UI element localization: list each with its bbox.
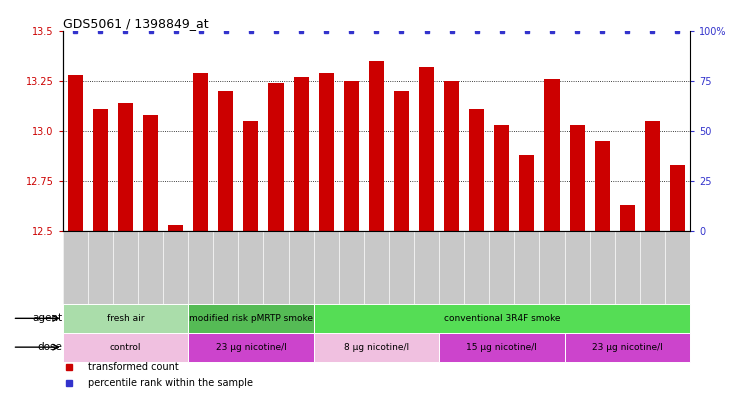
Bar: [570, 125, 584, 231]
Text: GDS5061 / 1398849_at: GDS5061 / 1398849_at: [63, 17, 208, 30]
Bar: [188, 304, 314, 333]
Bar: [269, 83, 283, 231]
Text: 15 μg nicotine/l: 15 μg nicotine/l: [466, 343, 537, 352]
Bar: [294, 77, 308, 231]
Bar: [314, 333, 439, 362]
Text: conventional 3R4F smoke: conventional 3R4F smoke: [444, 314, 560, 323]
Text: agent: agent: [32, 313, 63, 323]
Bar: [314, 304, 690, 333]
Text: 8 μg nicotine/l: 8 μg nicotine/l: [344, 343, 409, 352]
Text: 23 μg nicotine/l: 23 μg nicotine/l: [592, 343, 663, 352]
Bar: [565, 333, 690, 362]
Bar: [545, 79, 559, 231]
Bar: [494, 125, 509, 231]
Bar: [143, 115, 158, 231]
Bar: [244, 121, 258, 231]
Bar: [319, 73, 334, 231]
Text: control: control: [110, 343, 141, 352]
Bar: [439, 333, 565, 362]
Bar: [344, 81, 359, 231]
Bar: [168, 224, 183, 231]
Bar: [419, 67, 434, 231]
Bar: [63, 333, 188, 362]
Bar: [68, 75, 83, 231]
Text: percentile rank within the sample: percentile rank within the sample: [88, 378, 253, 388]
Bar: [193, 73, 208, 231]
Bar: [620, 205, 635, 231]
Bar: [394, 91, 409, 231]
Bar: [520, 155, 534, 231]
Bar: [670, 165, 685, 231]
Bar: [218, 91, 233, 231]
Bar: [645, 121, 660, 231]
Bar: [63, 304, 188, 333]
Text: fresh air: fresh air: [107, 314, 144, 323]
Text: 23 μg nicotine/l: 23 μg nicotine/l: [215, 343, 286, 352]
Bar: [188, 333, 314, 362]
Bar: [369, 61, 384, 231]
Bar: [444, 81, 459, 231]
Text: modified risk pMRTP smoke: modified risk pMRTP smoke: [189, 314, 313, 323]
Text: dose: dose: [38, 342, 63, 352]
Text: transformed count: transformed count: [88, 362, 179, 373]
Bar: [595, 141, 610, 231]
Bar: [118, 103, 133, 231]
Bar: [469, 109, 484, 231]
Bar: [93, 109, 108, 231]
